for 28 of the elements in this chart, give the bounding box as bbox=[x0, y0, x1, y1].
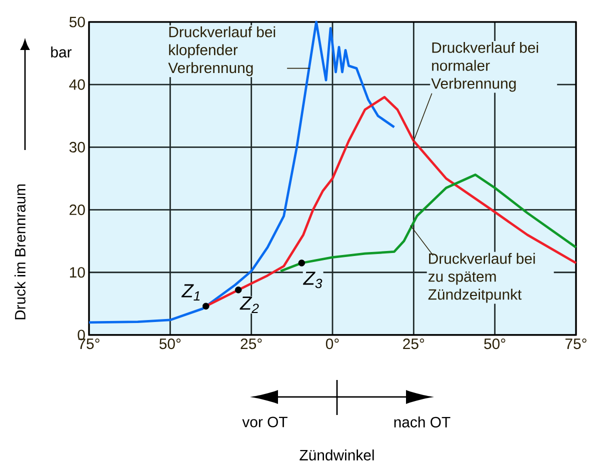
y-tick-label: 50 bbox=[69, 16, 85, 28]
x-tick-label: 75° bbox=[565, 338, 586, 350]
text: vor OT bbox=[242, 416, 288, 428]
y-tick-label: 20 bbox=[70, 204, 85, 216]
line-series bbox=[88, 20, 396, 324]
annotation: Druckverlauf bei normaler Verbrennung bbox=[431, 42, 538, 92]
text: Zündwinkel bbox=[300, 449, 374, 460]
x-tick-label: 25° bbox=[240, 338, 262, 350]
annotation: Z$_{1}$ bbox=[181, 284, 200, 300]
x-tick-label: 25° bbox=[403, 338, 424, 350]
text: bar bbox=[51, 46, 72, 58]
text: nach OT bbox=[394, 416, 450, 428]
x-tick-label: 50° bbox=[159, 338, 181, 350]
annotation: Druckverlauf bei zu spätem Zündzeitpunkt bbox=[428, 252, 535, 303]
y-tick-label: 30 bbox=[69, 142, 85, 152]
line-series bbox=[279, 174, 578, 272]
annotation: Z$_{2}$ bbox=[240, 296, 259, 313]
x-tick-label: 50° bbox=[484, 338, 506, 350]
point bbox=[234, 286, 242, 294]
x-tick-label: 75° bbox=[78, 338, 100, 350]
annotation: Z$_{3}$ bbox=[302, 272, 322, 288]
point bbox=[298, 260, 306, 266]
y-tick-label: 40 bbox=[69, 79, 85, 90]
annotation: Druckverlauf bei klopfender Verbrennung bbox=[168, 26, 276, 76]
x-tick-label: 0° bbox=[326, 338, 339, 350]
y-tick-label: 10 bbox=[70, 267, 85, 278]
point bbox=[202, 302, 210, 310]
y-axis-title: Druck im Brennraum bbox=[14, 184, 26, 320]
